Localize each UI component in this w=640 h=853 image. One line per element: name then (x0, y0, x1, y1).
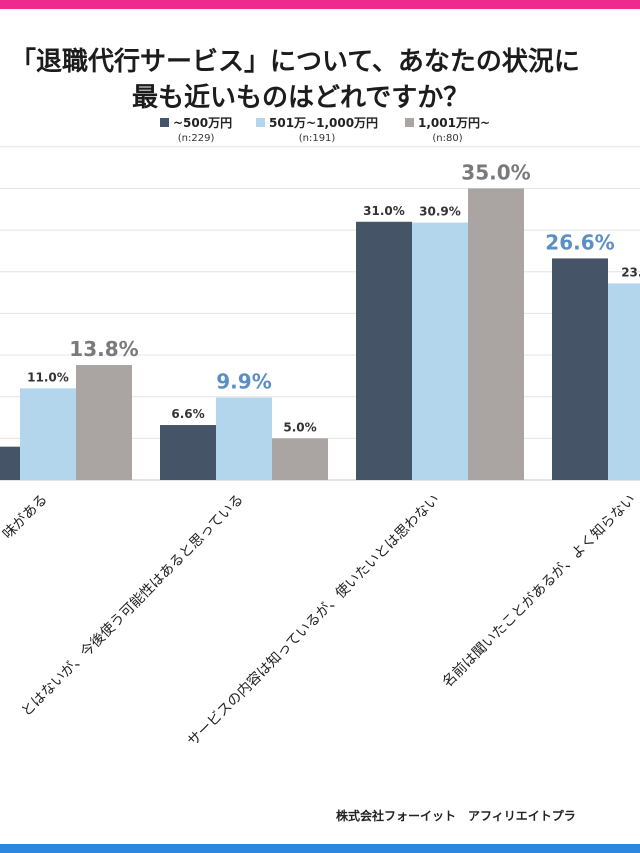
data-label-4-series-2: 23.6 (621, 265, 640, 279)
chart-title-line-2: 最も近いものはどれですか？ (132, 83, 470, 113)
bar-3-series-2 (412, 222, 468, 480)
data-label-4-series-1: 26.6% (545, 230, 614, 254)
legend-n-series-2: (n:191) (298, 133, 336, 144)
bottom-accent-bar (0, 844, 640, 853)
bar-1-series-3 (76, 365, 132, 480)
category-label-2: とはないが、今後使う可能性はあると思っている (18, 491, 247, 720)
data-label-2-series-2: 9.9% (216, 370, 271, 394)
legend-label-series-1: ~500万円 (173, 116, 233, 130)
data-label-1-series-3: 13.8% (69, 337, 138, 361)
legend-item-501-1000: 501万~1,000万円 (n:191) (256, 114, 378, 144)
legend-swatch-series-1 (160, 118, 169, 127)
legend-swatch-series-2 (256, 118, 265, 127)
legend-item-under-500: ~500万円 (n:229) (160, 114, 232, 144)
bar-2-series-2 (216, 397, 272, 480)
bar-2-series-3 (272, 438, 328, 480)
category-label-1: 味がある (0, 492, 51, 543)
bar-4-series-1 (552, 258, 608, 480)
legend-label-series-2: 501万~1,000万円 (269, 116, 379, 130)
bar-3-series-1 (356, 221, 412, 480)
legend-swatch-series-3 (405, 118, 414, 127)
data-label-3-series-3: 35.0% (461, 160, 530, 184)
bars (0, 188, 640, 480)
top-accent-bar (0, 0, 640, 9)
category-label-3: サービスの内容は知っているが、使いたいとは思わない (184, 491, 443, 750)
legend-item-over-1001: 1,001万円~ (n:80) (405, 114, 490, 144)
bar-4-series-2 (608, 283, 640, 480)
bar-1-series-2 (20, 388, 76, 480)
data-label-2-series-1: 6.6% (171, 407, 204, 421)
data-label-3-series-2: 30.9% (419, 205, 461, 219)
legend-n-series-1: (n:229) (177, 133, 215, 144)
legend-label-series-3: 1,001万円~ (418, 116, 491, 130)
footer-credit: 株式会社フォーイット アフィリエイトプラ (336, 809, 576, 823)
data-label-1-series-2: 11.0% (27, 370, 69, 384)
data-labels: %11.0%13.8%6.6%9.9%5.0%31.0%30.9%35.0%26… (27, 160, 640, 434)
bar-2-series-1 (160, 425, 216, 480)
category-label-4: 名前は聞いたことがあるが、よく知らない (439, 491, 639, 691)
chart-legend: ~500万円 (n:229) 501万~1,000万円 (n:191) 1,00… (0, 114, 640, 150)
legend-n-series-3: (n:80) (432, 133, 463, 144)
data-label-3-series-1: 31.0% (363, 204, 405, 218)
category-labels: 味があるとはないが、今後使う可能性はあると思っているサービスの内容は知っているが… (0, 491, 639, 750)
bar-3-series-3 (468, 188, 524, 480)
data-label-2-series-3: 5.0% (283, 420, 316, 434)
chart-title-line-1: 「退職代行サービス」について、あなたの状況に (10, 47, 580, 77)
bar-1-series-1 (0, 446, 20, 480)
